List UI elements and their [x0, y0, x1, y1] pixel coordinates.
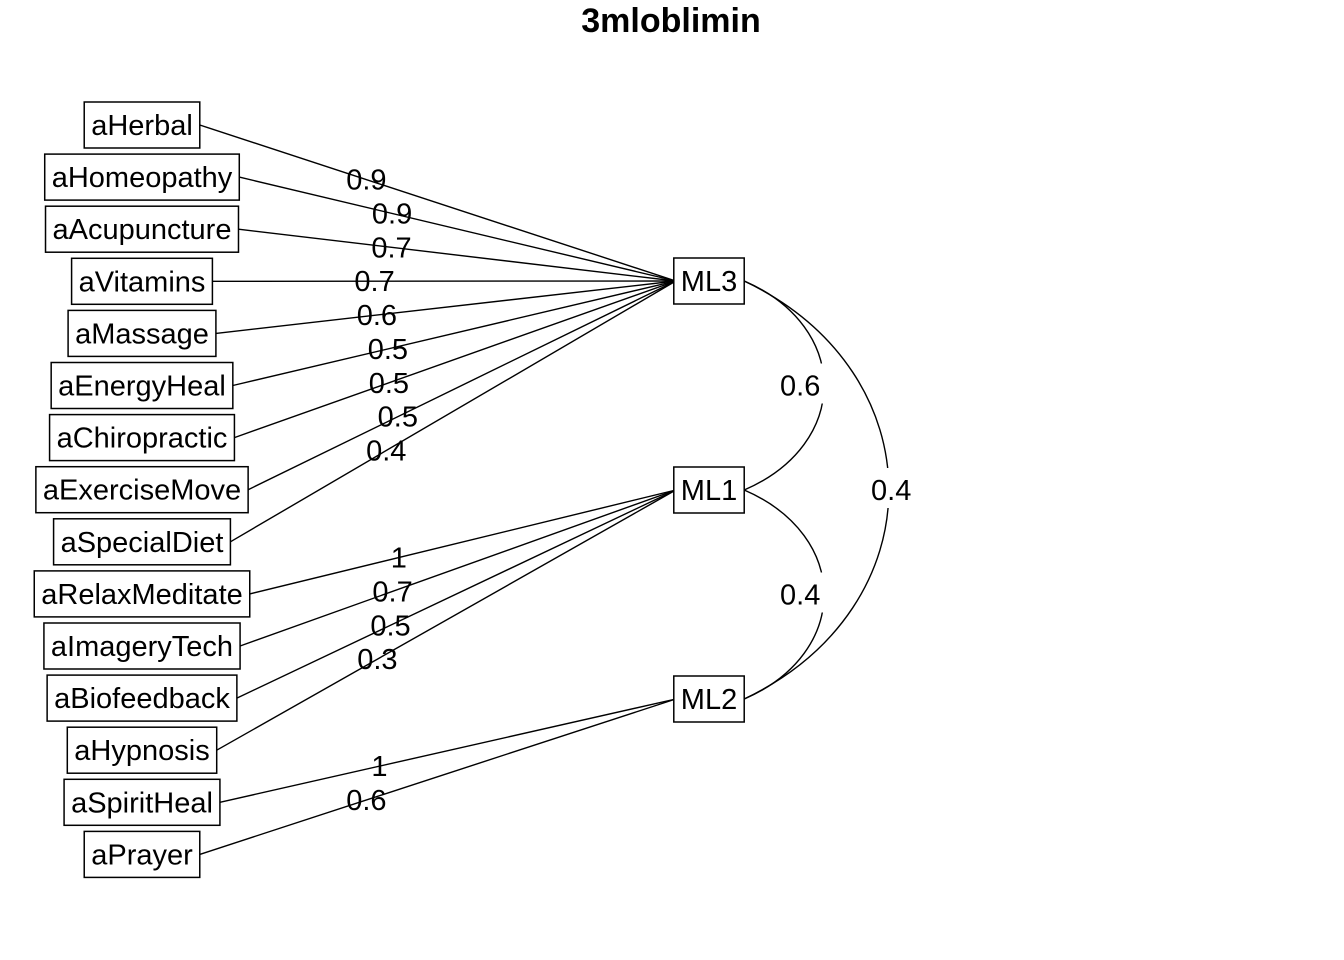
variable-node-a-energy-heal-box [50, 361, 234, 410]
variable-node-a-massage-box [67, 309, 217, 358]
variable-node-a-acupuncture: aAcupuncture [44, 205, 240, 253]
correlation-label-ml3-ml2: 0.4 [871, 475, 911, 507]
variable-node-a-exercise-move-box [35, 465, 249, 514]
variable-node-a-exercise-move-label: aExerciseMove [43, 475, 241, 507]
variable-node-a-acupuncture-box [44, 205, 240, 253]
loading-label-a-imagery-tech: 0.7 [372, 576, 412, 608]
factor-node-ml1: ML1 [673, 466, 745, 514]
variable-node-a-relax-meditate: aRelaxMeditate [33, 570, 251, 618]
loading-arrow-ml1-a-hypnosis [196, 489, 677, 769]
loading-arrow-ml2-a-prayer [179, 698, 677, 870]
variable-node-a-biofeedback: aBiofeedback [46, 674, 238, 722]
loading-label-a-acupuncture: 0.7 [371, 232, 411, 264]
variable-node-a-acupuncture-label: aAcupuncture [53, 214, 232, 246]
loading-arrow-ml3-a-exercise-move [227, 280, 677, 507]
factor-node-ml1-label: ML1 [681, 475, 737, 507]
variable-node-a-prayer-box [83, 830, 201, 879]
correlation-label-bg [774, 572, 827, 613]
variable-node-a-relax-meditate-label: aRelaxMeditate [41, 579, 243, 611]
diagram-title: 3mloblimin [581, 2, 760, 40]
variable-node-a-special-diet-label: aSpecialDiet [61, 527, 224, 559]
variable-node-a-hypnosis: aHypnosis [66, 726, 218, 774]
variable-node-a-herbal-box [83, 101, 201, 149]
loading-arrow-ml1-a-imagery-tech [219, 489, 677, 662]
variable-node-a-imagery-tech-label: aImageryTech [51, 631, 233, 663]
variable-node-a-herbal: aHerbal [83, 101, 201, 149]
variable-node-a-imagery-tech: aImageryTech [43, 622, 241, 670]
variable-node-a-vitamins-box [70, 257, 214, 306]
variable-node-a-exercise-move: aExerciseMove [35, 465, 249, 514]
variable-node-a-massage: aMassage [67, 309, 217, 358]
loading-arrow-ml3-a-special-diet [209, 280, 677, 560]
loading-labels: 0.90.90.70.70.60.50.50.50.410.70.50.310.… [346, 165, 418, 817]
loading-arrow-ml1-a-biofeedback [216, 489, 677, 716]
variable-node-a-massage-label: aMassage [75, 318, 209, 350]
loading-arrow-ml3-a-herbal [179, 109, 677, 282]
correlation-label-bg [865, 468, 918, 508]
variable-node-a-chiropractic-label: aChiropractic [57, 423, 228, 455]
variable-node-a-homeopathy: aHomeopathy [43, 153, 241, 201]
factor-node-ml3-box [673, 257, 745, 305]
variable-node-a-biofeedback-label: aBiofeedback [54, 683, 230, 715]
loading-label-a-spirit-heal: 1 [371, 751, 387, 783]
variable-node-a-homeopathy-box [43, 153, 241, 201]
loading-arrow-ml3-a-chiropractic [213, 280, 677, 454]
variable-node-a-chiropractic-box [48, 413, 236, 462]
loading-label-a-energy-heal: 0.5 [368, 334, 408, 366]
loading-label-a-biofeedback: 0.5 [370, 610, 410, 642]
loading-arrow-ml3-a-massage [196, 280, 676, 346]
variable-node-a-hypnosis-box [66, 726, 218, 774]
variable-node-a-energy-heal-label: aEnergyHeal [58, 371, 226, 403]
variable-node-a-prayer-label: aPrayer [91, 839, 193, 871]
loading-paths [179, 109, 677, 870]
diagram-nodes: aHerbal aHomeopathy aAcupuncture aVitamins a… [33, 101, 745, 879]
loading-label-a-vitamins: 0.7 [354, 266, 394, 298]
loading-label-a-herbal: 0.9 [346, 165, 386, 197]
variable-node-a-hypnosis-label: aHypnosis [74, 735, 209, 767]
factor-node-ml2: ML2 [673, 675, 745, 723]
loading-label-a-hypnosis: 0.3 [357, 644, 397, 676]
variable-node-a-relax-meditate-box [33, 570, 251, 618]
loading-arrow-ml3-a-energy-heal [212, 280, 676, 400]
factor-node-ml1-box [673, 466, 745, 514]
loading-label-a-chiropractic: 0.5 [369, 368, 409, 400]
variable-node-a-herbal-label: aHerbal [91, 110, 193, 142]
variable-node-a-special-diet: aSpecialDiet [52, 518, 232, 566]
loading-label-a-relax-meditate: 1 [391, 543, 407, 575]
variable-node-a-special-diet-box [52, 518, 232, 566]
variable-node-a-energy-heal: aEnergyHeal [50, 361, 234, 410]
correlation-label-bg [774, 363, 827, 404]
loading-label-a-massage: 0.6 [357, 300, 397, 332]
factor-node-ml3: ML3 [673, 257, 745, 305]
loading-label-a-special-diet: 0.4 [366, 436, 406, 468]
loading-label-a-prayer: 0.6 [346, 785, 386, 817]
variable-node-a-biofeedback-box [46, 674, 238, 722]
loading-arrow-ml3-a-acupuncture [219, 216, 676, 282]
correlation-label-ml3-ml1: 0.6 [780, 371, 820, 403]
variable-node-a-vitamins: aVitamins [70, 257, 214, 306]
factor-correlations: 0.6 0.4 0.4 [743, 280, 918, 700]
loading-arrow-ml2-a-spirit-heal [199, 698, 676, 817]
loading-label-a-homeopathy: 0.9 [372, 198, 412, 230]
correlation-label-ml1-ml2: 0.4 [780, 580, 820, 612]
variable-node-a-chiropractic: aChiropractic [48, 413, 236, 462]
variable-node-a-spirit-heal-label: aSpiritHeal [71, 787, 213, 819]
variable-node-a-spirit-heal-box [63, 778, 221, 827]
variable-node-a-prayer: aPrayer [83, 830, 201, 879]
variable-node-a-imagery-tech-box [43, 622, 241, 670]
variable-node-a-spirit-heal: aSpiritHeal [63, 778, 221, 827]
variable-node-a-homeopathy-label: aHomeopathy [52, 162, 233, 194]
factor-node-ml2-box [673, 675, 745, 723]
factor-node-ml3-label: ML3 [681, 266, 737, 298]
loading-arrow-ml3-a-homeopathy [219, 162, 676, 282]
loading-arrow-ml1-a-relax-meditate [229, 489, 676, 609]
variable-node-a-vitamins-label: aVitamins [79, 266, 206, 298]
loading-label-a-exercise-move: 0.5 [378, 402, 418, 434]
factor-node-ml2-label: ML2 [681, 684, 737, 716]
